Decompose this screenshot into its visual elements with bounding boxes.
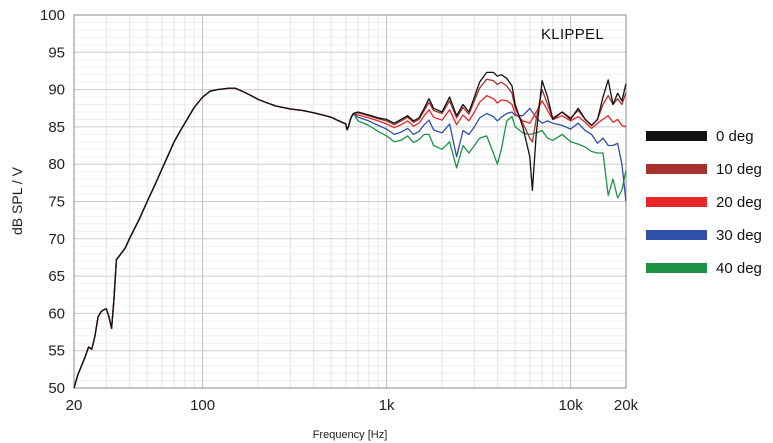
legend-swatch <box>646 164 707 174</box>
y-tick-label: 75 <box>48 194 65 211</box>
y-tick-label: 65 <box>48 268 65 285</box>
x-tick-label: 20k <box>614 397 639 414</box>
x-tick-labels: 20 100 1k 10k 20k <box>66 397 639 414</box>
y-axis-title: dB SPL / V <box>9 166 25 235</box>
legend-label: 30 deg <box>716 227 762 244</box>
legend-label: 20 deg <box>716 194 762 211</box>
y-tick-label: 50 <box>48 380 65 397</box>
x-tick-label: 100 <box>190 397 215 414</box>
series-line-0-deg <box>73 71 627 389</box>
y-tick-label: 70 <box>48 231 65 248</box>
y-tick-label: 60 <box>48 305 65 322</box>
legend-swatch <box>646 197 707 207</box>
brand-label: KLIPPEL <box>541 26 604 43</box>
x-tick-label: 10k <box>559 397 584 414</box>
x-axis-title: Frequency [Hz] <box>313 429 388 441</box>
legend-swatch <box>646 263 707 273</box>
legend-label: 40 deg <box>716 260 762 277</box>
y-tick-labels: 50 55 60 65 70 75 80 85 90 95 100 <box>40 7 65 397</box>
y-tick-label: 80 <box>48 156 65 173</box>
x-tick-label: 20 <box>66 397 83 414</box>
series-line-10-deg <box>73 78 627 389</box>
major-gridlines <box>73 14 627 389</box>
legend-swatch <box>646 230 707 240</box>
y-tick-label: 90 <box>48 82 65 99</box>
legend: 0 deg 10 deg 20 deg 30 deg 40 deg <box>646 128 762 277</box>
legend-swatch <box>646 131 707 141</box>
series-lines <box>73 71 627 389</box>
y-tick-label: 55 <box>48 343 65 360</box>
legend-label: 10 deg <box>716 161 762 178</box>
y-tick-label: 100 <box>40 7 65 24</box>
legend-label: 0 deg <box>716 128 754 145</box>
y-tick-label: 85 <box>48 119 65 136</box>
y-tick-label: 95 <box>48 44 65 61</box>
x-tick-label: 1k <box>379 397 395 414</box>
